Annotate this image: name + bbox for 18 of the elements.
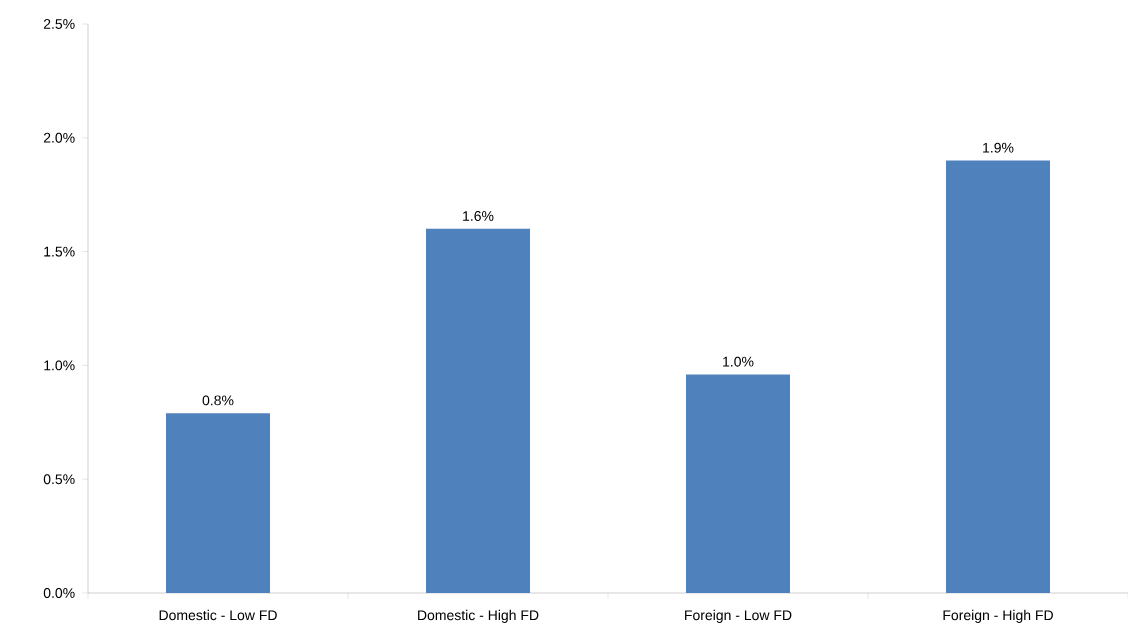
x-tick-label: Domestic - Low FD (159, 609, 277, 621)
bar (426, 228, 530, 593)
data-label: 1.6% (463, 211, 494, 221)
data-label: 1.9% (983, 142, 1014, 153)
data-label: 0.8% (202, 395, 234, 406)
y-tick-label: 2.5% (43, 19, 75, 29)
y-tick-label: 1.5% (44, 246, 75, 257)
bar (166, 413, 270, 593)
y-tick-label: 0.5% (43, 474, 75, 485)
y-tick-label: 0.0% (43, 588, 75, 598)
x-tick-label: Foreign - Low FD (685, 609, 792, 623)
data-label: 1.0% (723, 356, 754, 367)
y-tick-label: 1.0% (44, 360, 75, 371)
bar (946, 160, 1050, 593)
y-tick-label: 2.0% (43, 132, 75, 143)
bar (686, 374, 790, 593)
x-tick-label: Domestic - High FD (418, 609, 539, 623)
x-tick-label: Foreign - High FD (943, 609, 1053, 623)
